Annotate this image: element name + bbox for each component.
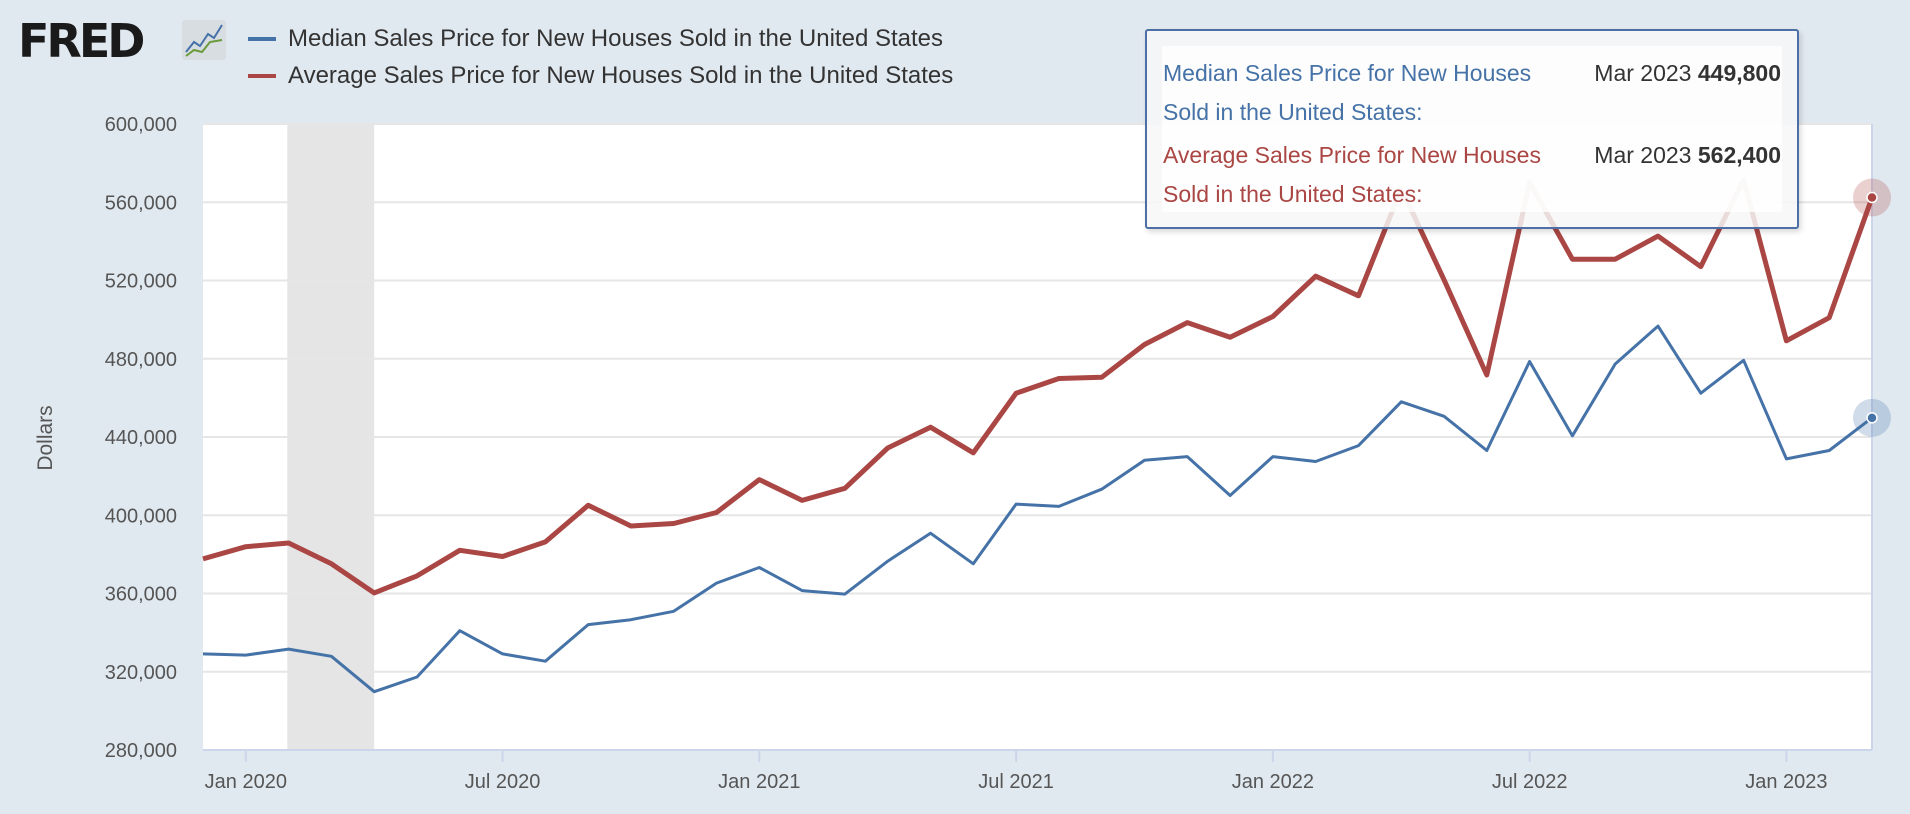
legend-label-median: Median Sales Price for New Houses Sold i… [288, 24, 943, 52]
tooltip-row-median: Median Sales Price for New Houses Sold i… [1163, 54, 1781, 132]
x-tick-label: Jul 2022 [1492, 771, 1568, 793]
y-tick-label: 440,000 [105, 427, 177, 449]
tooltip-row-average: Average Sales Price for New Houses Sold … [1163, 136, 1781, 214]
fred-graph-icon [182, 20, 226, 60]
legend-swatch-median [248, 36, 276, 41]
series-line-average[interactable] [202, 177, 1875, 596]
tooltip-number: 449,800 [1697, 60, 1781, 86]
x-tick-label: Jan 2020 [205, 771, 287, 793]
tooltip-series-name: Median Sales Price for New Houses Sold i… [1163, 60, 1532, 125]
tooltip-series-name: Average Sales Price for New Houses Sold … [1163, 142, 1541, 207]
y-tick-label: 360,000 [105, 584, 177, 606]
y-tick-label: 280,000 [105, 740, 177, 762]
tooltip-value: Mar 2023 449,800 [1594, 54, 1781, 132]
y-axis-label: Dollars [34, 405, 57, 470]
fred-logo[interactable]: FRED [18, 14, 145, 68]
y-tick-label: 600,000 [105, 114, 177, 136]
y-tick-label: 320,000 [105, 662, 177, 684]
y-tick-label: 400,000 [105, 505, 177, 527]
x-tick-label: Jul 2020 [465, 771, 541, 793]
y-tick-label: 480,000 [105, 349, 177, 371]
y-axis: 600,000 560,000 520,000 480,000 440,000 400,0… [105, 114, 177, 762]
tooltip-number: 562,400 [1697, 142, 1781, 168]
x-tick-label: Jan 2021 [718, 771, 800, 793]
legend-label-average: Average Sales Price for New Houses Sold … [288, 61, 954, 89]
legend-item-average[interactable]: Average Sales Price for New Houses Sold … [248, 57, 953, 94]
x-tick-label: Jan 2022 [1232, 771, 1314, 793]
x-tick-label: Jul 2021 [978, 771, 1054, 793]
legend: Median Sales Price for New Houses Sold i… [248, 20, 953, 94]
series-group[interactable] [202, 177, 1891, 694]
tooltip: Median Sales Price for New Houses Sold i… [1145, 29, 1799, 229]
y-tick-label: 560,000 [105, 192, 177, 214]
fred-logo-text: FRED [18, 14, 145, 68]
legend-item-median[interactable]: Median Sales Price for New Houses Sold i… [248, 20, 953, 57]
data-point-marker[interactable] [1866, 191, 1878, 204]
series-line-median[interactable] [202, 324, 1873, 694]
x-tick-label: Jan 2023 [1745, 771, 1827, 793]
tooltip-date: Mar 2023 [1594, 60, 1692, 86]
gridlines [203, 123, 1873, 751]
tooltip-value: Mar 2023 562,400 [1594, 136, 1781, 214]
legend-swatch-average [248, 73, 276, 78]
x-axis: Jan 2020 Jul 2020 Jan 2021 Jul 2021 Jan 2022… [205, 750, 1828, 793]
data-point-marker[interactable] [1866, 412, 1878, 424]
y-tick-label: 520,000 [105, 271, 177, 293]
tooltip-date: Mar 2023 [1594, 142, 1692, 168]
